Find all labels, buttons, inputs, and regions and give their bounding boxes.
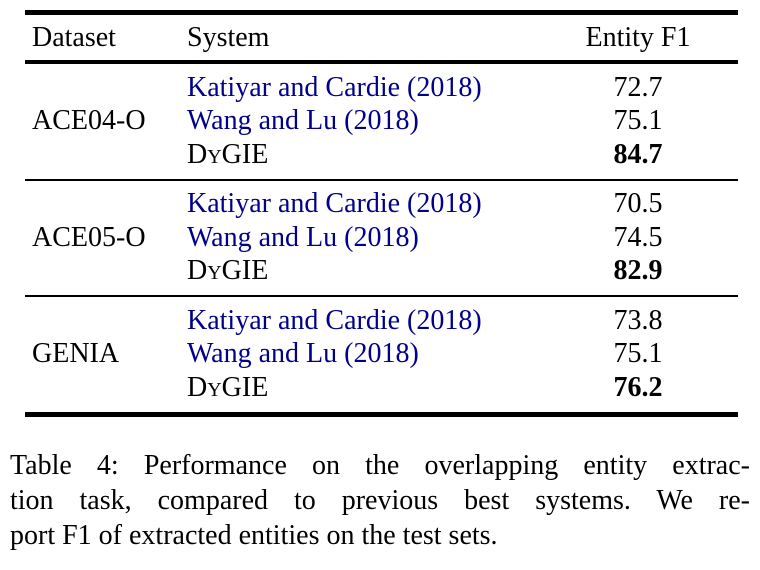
f1-value: 70.5 bbox=[613, 188, 663, 220]
f1-value: 75.1 bbox=[613, 338, 663, 370]
table-group-ace04-o: ACE04-O Katiyar and Cardie (2018) 72.7 W… bbox=[25, 64, 738, 179]
citation-link-katiyar-cardie-2018[interactable]: Katiyar and Cardie (2018) bbox=[187, 188, 482, 220]
dataset-label-ace04-o: ACE04-O bbox=[32, 105, 146, 137]
citation-link-katiyar-cardie-2018[interactable]: Katiyar and Cardie (2018) bbox=[187, 71, 482, 103]
table-row: Katiyar and Cardie (2018) 70.5 bbox=[187, 188, 738, 222]
table-bottom-rule bbox=[25, 411, 738, 417]
table-row: Katiyar and Cardie (2018) 72.7 bbox=[187, 71, 738, 105]
table-caption: Table 4: Performance on the overlapping … bbox=[10, 448, 750, 553]
table-top-rule bbox=[25, 10, 738, 15]
table-row: Wang and Lu (2018) 75.1 bbox=[187, 105, 738, 139]
table-header-row: Dataset System Entity F1 bbox=[25, 15, 738, 60]
system-dygie: DyGIE bbox=[187, 371, 269, 403]
f1-value-best: 76.2 bbox=[613, 371, 663, 403]
col-header-system: System bbox=[187, 21, 270, 53]
group-separator-rule bbox=[25, 178, 738, 181]
f1-value-best: 84.7 bbox=[613, 138, 663, 170]
table-row: Wang and Lu (2018) 75.1 bbox=[187, 338, 738, 372]
dataset-label-ace05-o: ACE05-O bbox=[32, 221, 146, 253]
f1-value-best: 82.9 bbox=[613, 255, 663, 287]
table-group-genia: GENIA Katiyar and Cardie (2018) 73.8 Wan… bbox=[25, 297, 738, 412]
citation-link-wang-lu-2018[interactable]: Wang and Lu (2018) bbox=[187, 105, 419, 137]
table-row: DyGIE 84.7 bbox=[187, 138, 738, 172]
citation-link-wang-lu-2018[interactable]: Wang and Lu (2018) bbox=[187, 221, 419, 253]
system-dygie: DyGIE bbox=[187, 255, 269, 287]
col-header-entity-f1: Entity F1 bbox=[585, 21, 691, 53]
table-row: DyGIE 76.2 bbox=[187, 371, 738, 405]
col-header-dataset: Dataset bbox=[32, 21, 116, 53]
system-dygie: DyGIE bbox=[187, 138, 269, 170]
caption-line: tion task, compared to previous best sys… bbox=[10, 485, 750, 516]
f1-value: 74.5 bbox=[613, 221, 663, 253]
table-row: Wang and Lu (2018) 74.5 bbox=[187, 221, 738, 255]
citation-link-wang-lu-2018[interactable]: Wang and Lu (2018) bbox=[187, 338, 419, 370]
dataset-label-genia: GENIA bbox=[32, 338, 120, 370]
f1-value: 75.1 bbox=[613, 105, 663, 137]
group-separator-rule bbox=[25, 295, 738, 297]
citation-link-katiyar-cardie-2018[interactable]: Katiyar and Cardie (2018) bbox=[187, 304, 482, 336]
caption-line: Table 4: Performance on the overlapping … bbox=[10, 450, 750, 481]
caption-line: port F1 of extracted entities on the tes… bbox=[10, 520, 498, 551]
table-header-rule bbox=[25, 60, 738, 64]
group-rows: Katiyar and Cardie (2018) 72.7 Wang and … bbox=[187, 71, 738, 172]
table-row: Katiyar and Cardie (2018) 73.8 bbox=[187, 304, 738, 338]
table-row: DyGIE 82.9 bbox=[187, 255, 738, 289]
f1-value: 73.8 bbox=[613, 304, 663, 336]
table-4: Dataset System Entity F1 ACE04-O Katiyar… bbox=[25, 10, 738, 417]
f1-value: 72.7 bbox=[613, 71, 663, 103]
group-rows: Katiyar and Cardie (2018) 73.8 Wang and … bbox=[187, 304, 738, 405]
table-group-ace05-o: ACE05-O Katiyar and Cardie (2018) 70.5 W… bbox=[25, 181, 738, 296]
group-rows: Katiyar and Cardie (2018) 70.5 Wang and … bbox=[187, 188, 738, 289]
